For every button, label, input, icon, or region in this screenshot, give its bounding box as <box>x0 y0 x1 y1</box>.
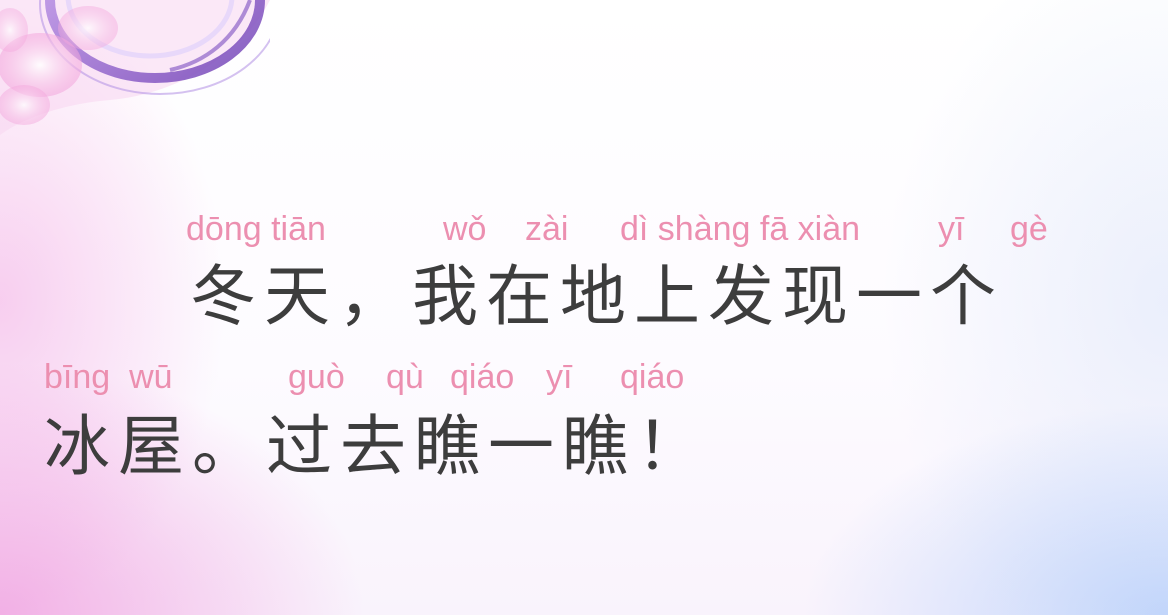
pinyin-qiao-2: qiáo <box>620 358 685 396</box>
pinyin-wo: wǒ <box>443 210 487 248</box>
hanzi-line-1: 冬天，我在地上发现一个 <box>190 258 1004 335</box>
pinyin-qiao-1: qiáo <box>450 358 515 396</box>
pinyin-zai: zài <box>525 210 569 248</box>
pinyin-yi-2: yī <box>546 358 573 396</box>
pinyin-yi: yī <box>938 210 965 248</box>
pinyin-di-shang-fa-xian: dì shàng fā xiàn <box>620 210 861 248</box>
pinyin-ge: gè <box>1010 210 1048 248</box>
pinyin-qu: qù <box>386 358 424 396</box>
pinyin-dong-tian: dōng tiān <box>186 210 326 248</box>
hanzi-line-2: 冰屋。过去瞧一瞧！ <box>44 408 710 485</box>
pinyin-bing-wu: bīng wū <box>44 358 173 396</box>
pinyin-guo: guò <box>288 358 345 396</box>
swirl-decoration-icon <box>0 0 270 135</box>
